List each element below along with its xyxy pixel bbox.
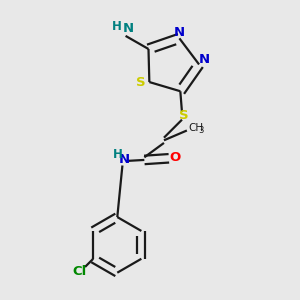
Text: N: N [122, 22, 134, 35]
Text: S: S [136, 76, 146, 88]
Text: H: H [112, 20, 122, 33]
Text: N: N [174, 26, 185, 39]
Text: Cl: Cl [72, 265, 86, 278]
Text: S: S [179, 109, 188, 122]
Text: H: H [112, 148, 122, 161]
Text: 3: 3 [198, 126, 204, 135]
Text: CH: CH [188, 123, 204, 133]
Text: N: N [198, 53, 209, 66]
Text: O: O [169, 151, 180, 164]
Text: N: N [119, 153, 130, 166]
